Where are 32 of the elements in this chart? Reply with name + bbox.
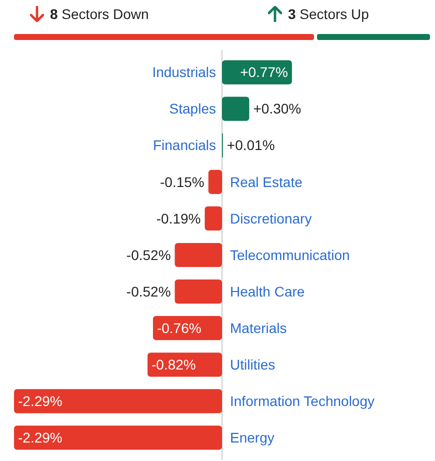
y-tick-label: Real Estate (230, 174, 303, 190)
y-tick-label: Industrials (152, 64, 216, 80)
y-tick-label: Telecommunication (230, 246, 350, 263)
y-tick-label: Discretionary (230, 210, 312, 226)
bar (14, 389, 222, 414)
data-label: -0.15% (160, 174, 204, 190)
text: 3 Sectors Up (288, 6, 369, 22)
y-tick-label: Staples (169, 100, 216, 117)
data-label: -2.29% (18, 393, 62, 410)
data-label: -0.76% (156, 320, 202, 336)
bar (222, 60, 292, 84)
y-tick-label: Information Technology (230, 393, 374, 410)
y-tick-label: Financials (152, 137, 216, 154)
data-label: +0.77% (240, 64, 288, 80)
bar (14, 426, 222, 450)
bar (208, 170, 222, 194)
y-tick-label: Materials (230, 320, 287, 336)
text: 8 Sectors Down (50, 6, 149, 22)
bar (222, 96, 250, 121)
y-tick-label: Energy (230, 430, 274, 446)
bar (174, 279, 222, 304)
data-label: -0.19% (156, 210, 201, 226)
data-label: -0.52% (126, 246, 171, 263)
y-tick-label: Utilities (230, 356, 276, 372)
bar (204, 206, 222, 231)
y-tick-label: Health Care (230, 283, 305, 300)
bar (174, 242, 222, 268)
data-label: -0.82% (152, 356, 196, 372)
data-label: +0.30% (253, 100, 302, 117)
data-label: -0.52% (126, 283, 171, 300)
data-label: -2.29% (18, 430, 62, 446)
data-label: +0.01% (226, 137, 275, 154)
